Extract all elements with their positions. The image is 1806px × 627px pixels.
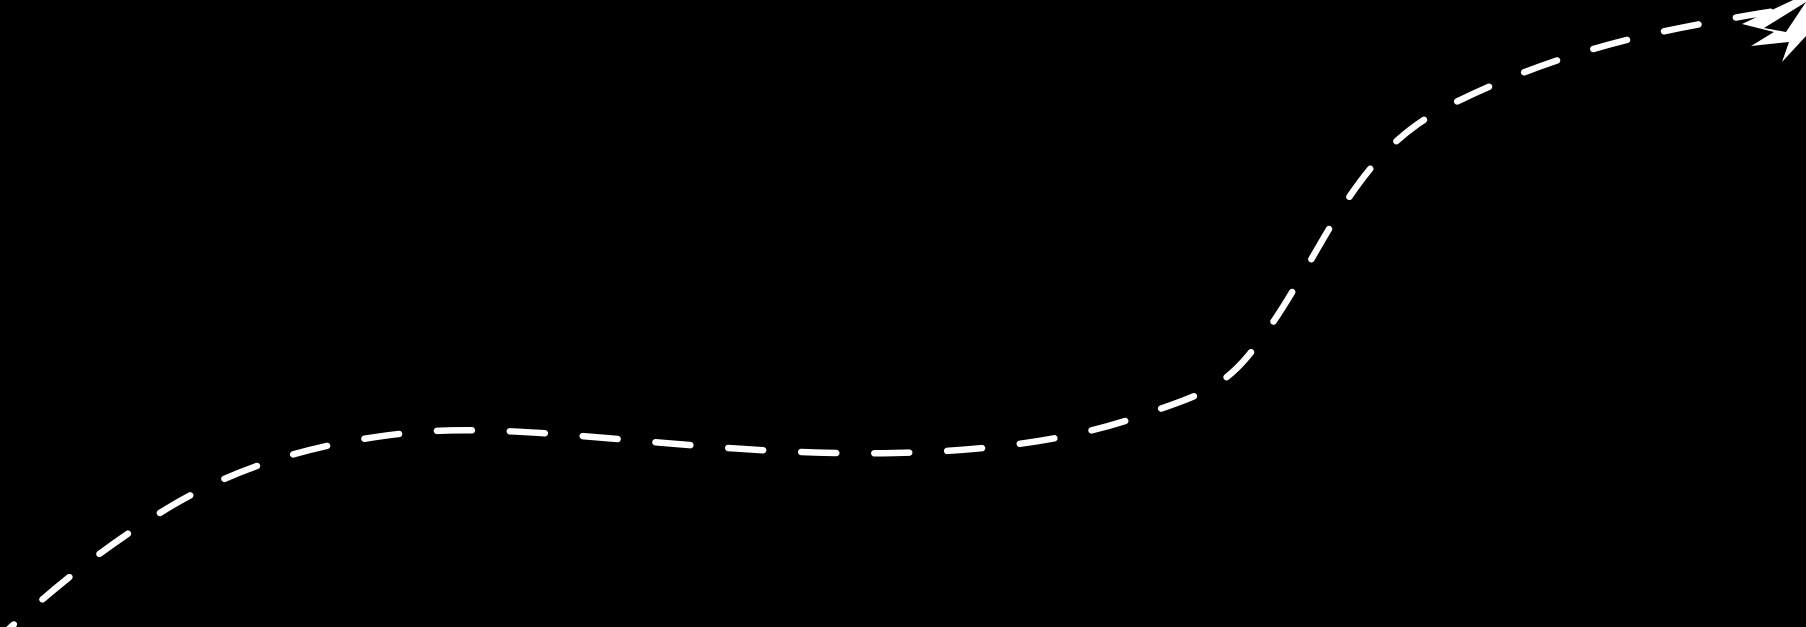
paper-plane-fin-icon (1764, 2, 1806, 32)
dashed-curve-path (6, 5, 1794, 627)
paper-plane-arrowhead (1742, 0, 1806, 62)
